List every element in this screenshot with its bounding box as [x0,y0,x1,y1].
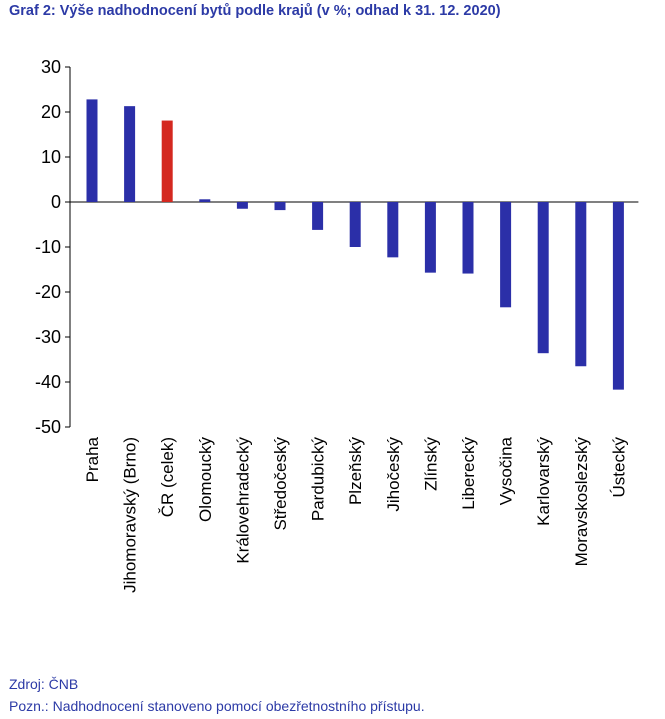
category-label: Královehradecký [233,437,252,564]
bar [236,202,248,209]
bar [612,202,624,390]
bar [161,120,173,202]
category-label: Jihomoravský (Brno) [121,437,140,593]
bar [387,202,399,258]
y-tick-label: -40 [35,372,61,392]
category-label: Praha [83,436,102,482]
bars [86,99,624,390]
bar [199,199,211,202]
category-label: Zlínský [421,437,440,491]
y-tick-labels: 30 20 10 0 -10 -20 -30 -40 -50 [35,57,61,437]
bar [86,99,98,202]
bar [424,202,436,273]
bar [274,202,286,211]
bar [349,202,361,247]
y-tick-label: 30 [41,57,61,77]
chart-title: Graf 2: Výše nadhodnocení bytů podle kra… [9,3,501,19]
category-label: Pardubický [309,437,328,522]
bar [500,202,512,308]
category-label: Moravskoslezský [572,437,591,567]
y-tick-label: 10 [41,147,61,167]
category-label: Ústecký [609,437,628,498]
bar [312,202,324,230]
bar [462,202,474,274]
y-tick-label: -20 [35,282,61,302]
category-label: Plzeňský [346,437,365,506]
category-label: Středočeský [271,437,290,531]
category-labels: Praha Jihomoravský (Brno) ČR (celek) Olomou… [83,436,628,592]
y-tick-label: -10 [35,237,61,257]
footnote: Pozn.: Nadhodnocení stanoveno pomocí obe… [9,698,425,714]
source-note: Zdroj: ČNB [9,676,79,692]
y-tick-label: -50 [35,417,61,437]
y-tick-label: -30 [35,327,61,347]
category-label: Vysočina [497,436,516,505]
category-label: ČR (celek) [158,437,177,517]
category-label: Jihočeský [384,437,403,512]
category-label: Karlovarský [534,437,553,526]
bar [575,202,587,367]
bar [537,202,549,354]
y-tick-label: 0 [51,192,61,212]
category-label: Liberecký [459,437,478,510]
category-label: Olomoucký [196,437,215,523]
y-tick-label: 20 [41,102,61,122]
bar [124,106,136,202]
